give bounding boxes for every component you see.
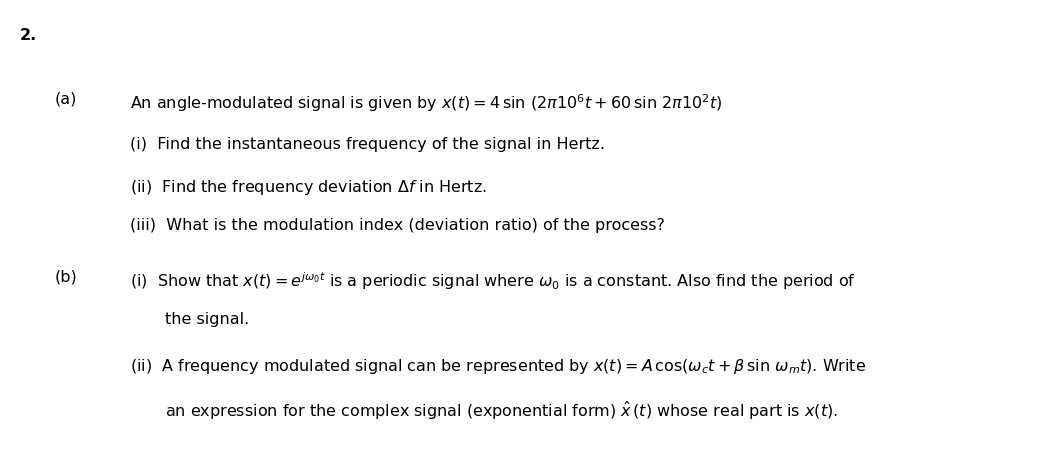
Text: (iii)  What is the modulation index (deviation ratio) of the process?: (iii) What is the modulation index (devi… bbox=[130, 218, 665, 233]
Text: (a): (a) bbox=[55, 92, 77, 107]
Text: 2.: 2. bbox=[20, 28, 38, 43]
Text: (ii)  A frequency modulated signal can be represented by $x(t) = A\,\cos(\omega_: (ii) A frequency modulated signal can be… bbox=[130, 357, 866, 376]
Text: (i)  Find the instantaneous frequency of the signal in Hertz.: (i) Find the instantaneous frequency of … bbox=[130, 137, 605, 152]
Text: An angle-modulated signal is given by $x(t) = 4\,\sin\,(2\pi 10^6 t + 60\,\sin\,: An angle-modulated signal is given by $x… bbox=[130, 92, 722, 114]
Text: the signal.: the signal. bbox=[165, 312, 250, 327]
Text: (i)  Show that $x(t) = e^{j\omega_0 t}$ is a periodic signal where $\omega_0$ is: (i) Show that $x(t) = e^{j\omega_0 t}$ i… bbox=[130, 270, 856, 292]
Text: an expression for the complex signal (exponential form) $\hat{x}\,(t)$ whose rea: an expression for the complex signal (ex… bbox=[165, 400, 838, 422]
Text: (b): (b) bbox=[55, 270, 77, 285]
Text: (ii)  Find the frequency deviation $\Delta f$ in Hertz.: (ii) Find the frequency deviation $\Delt… bbox=[130, 178, 487, 197]
